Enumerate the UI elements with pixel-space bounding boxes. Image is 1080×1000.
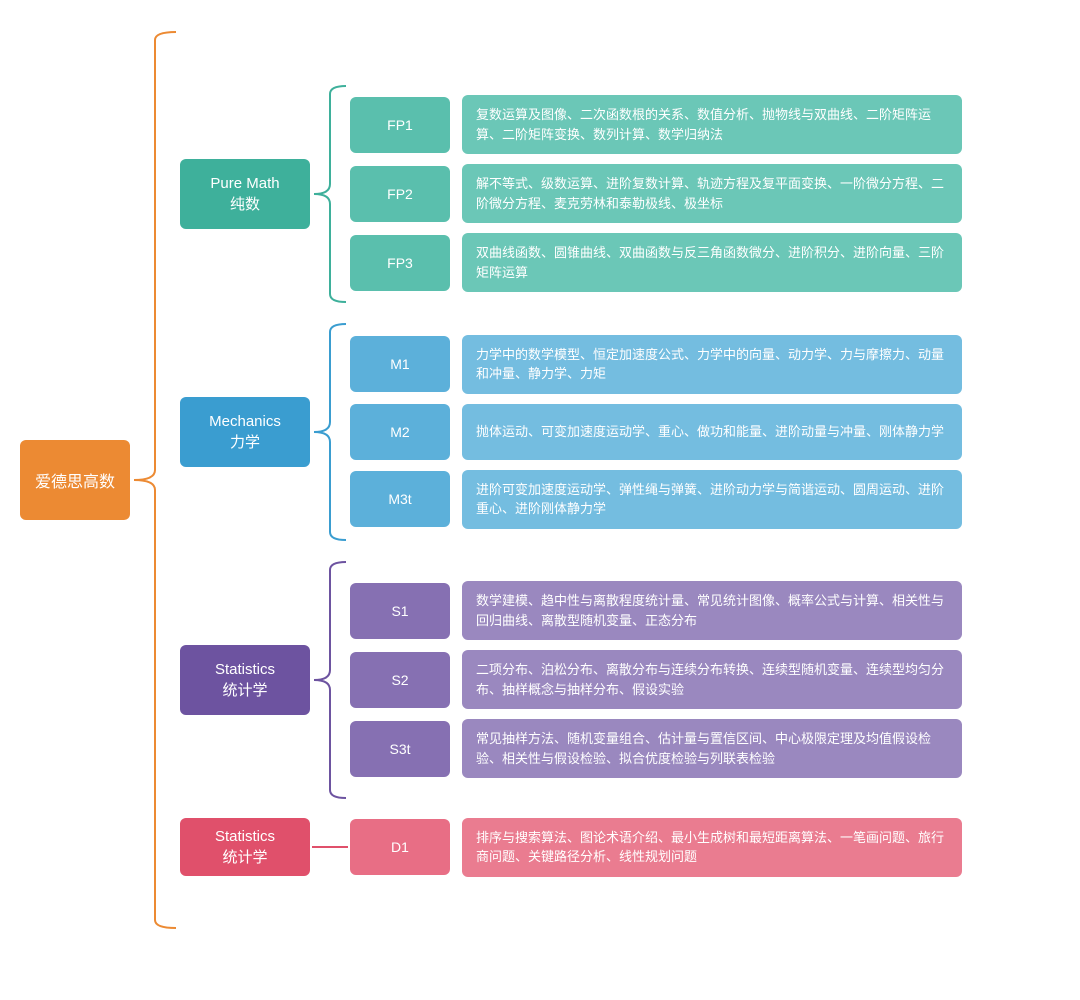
unit-code-box: FP3 (350, 235, 450, 291)
units-column: S1数学建模、趋中性与离散程度统计量、常见统计图像、概率公式与计算、相关性与回归… (350, 581, 962, 778)
category-title-cn: 统计学 (222, 680, 267, 701)
unit-row: S3t常见抽样方法、随机变量组合、估计量与置信区间、中心极限定理及均值假设检验、… (350, 719, 962, 778)
unit-desc-box: 双曲线函数、圆锥曲线、双曲函数与反三角函数微分、进阶积分、进阶向量、三阶矩阵运算 (462, 233, 962, 292)
category-title-en: Pure Math (210, 173, 279, 194)
unit-code-box: M3t (350, 471, 450, 527)
unit-row: FP3双曲线函数、圆锥曲线、双曲函数与反三角函数微分、进阶积分、进阶向量、三阶矩… (350, 233, 962, 292)
unit-row: M1力学中的数学模型、恒定加速度公式、力学中的向量、动力学、力与摩擦力、动量和冲… (350, 335, 962, 394)
units-column: M1力学中的数学模型、恒定加速度公式、力学中的向量、动力学、力与摩擦力、动量和冲… (350, 335, 962, 529)
category-box: Mechanics力学 (180, 397, 310, 467)
categories-column: Pure Math纯数 FP1复数运算及图像、二次函数根的关系、数值分析、抛物线… (180, 84, 962, 877)
unit-code-box: M2 (350, 404, 450, 460)
units-wrap: M1力学中的数学模型、恒定加速度公式、力学中的向量、动力学、力与摩擦力、动量和冲… (310, 322, 962, 542)
units-wrap: FP1复数运算及图像、二次函数根的关系、数值分析、抛物线与双曲线、二阶矩阵运算、… (310, 84, 962, 304)
category-row: Mechanics力学 M1力学中的数学模型、恒定加速度公式、力学中的向量、动力… (180, 322, 962, 542)
unit-row: M2抛体运动、可变加速度运动学、重心、做功和能量、进阶动量与冲量、刚体静力学 (350, 404, 962, 460)
category-box: Pure Math纯数 (180, 159, 310, 229)
root-bracket (130, 30, 180, 930)
category-row: Statistics统计学 D1排序与搜索算法、图论术语介绍、最小生成树和最短距离… (180, 818, 962, 877)
units-column: FP1复数运算及图像、二次函数根的关系、数值分析、抛物线与双曲线、二阶矩阵运算、… (350, 95, 962, 292)
unit-desc-box: 排序与搜索算法、图论术语介绍、最小生成树和最短距离算法、一笔画问题、旅行商问题、… (462, 818, 962, 877)
category-row: Statistics统计学 S1数学建模、趋中性与离散程度统计量、常见统计图像、… (180, 560, 962, 800)
unit-row: S1数学建模、趋中性与离散程度统计量、常见统计图像、概率公式与计算、相关性与回归… (350, 581, 962, 640)
category-bracket (310, 84, 350, 304)
category-bracket (310, 560, 350, 800)
unit-desc-box: 常见抽样方法、随机变量组合、估计量与置信区间、中心极限定理及均值假设检验、相关性… (462, 719, 962, 778)
category-title-cn: 统计学 (222, 847, 267, 868)
unit-desc-box: 复数运算及图像、二次函数根的关系、数值分析、抛物线与双曲线、二阶矩阵运算、二阶矩… (462, 95, 962, 154)
unit-row: D1排序与搜索算法、图论术语介绍、最小生成树和最短距离算法、一笔画问题、旅行商问… (350, 818, 962, 877)
unit-row: FP1复数运算及图像、二次函数根的关系、数值分析、抛物线与双曲线、二阶矩阵运算、… (350, 95, 962, 154)
category-bracket (310, 322, 350, 542)
category-bracket (310, 819, 350, 875)
units-wrap: D1排序与搜索算法、图论术语介绍、最小生成树和最短距离算法、一笔画问题、旅行商问… (310, 818, 962, 877)
unit-desc-box: 解不等式、级数运算、进阶复数计算、轨迹方程及复平面变换、一阶微分方程、二阶微分方… (462, 164, 962, 223)
unit-desc-box: 数学建模、趋中性与离散程度统计量、常见统计图像、概率公式与计算、相关性与回归曲线… (462, 581, 962, 640)
unit-row: S2二项分布、泊松分布、离散分布与连续分布转换、连续型随机变量、连续型均匀分布、… (350, 650, 962, 709)
unit-code-box: FP2 (350, 166, 450, 222)
category-box: Statistics统计学 (180, 645, 310, 715)
unit-row: M3t进阶可变加速度运动学、弹性绳与弹簧、进阶动力学与简谐运动、圆周运动、进阶重… (350, 470, 962, 529)
category-title-cn: 力学 (230, 432, 260, 453)
units-column: D1排序与搜索算法、图论术语介绍、最小生成树和最短距离算法、一笔画问题、旅行商问… (350, 818, 962, 877)
unit-desc-box: 力学中的数学模型、恒定加速度公式、力学中的向量、动力学、力与摩擦力、动量和冲量、… (462, 335, 962, 394)
unit-code-box: D1 (350, 819, 450, 875)
category-title-en: Mechanics (209, 411, 281, 432)
category-box: Statistics统计学 (180, 818, 310, 876)
unit-desc-box: 进阶可变加速度运动学、弹性绳与弹簧、进阶动力学与简谐运动、圆周运动、进阶重心、进… (462, 470, 962, 529)
unit-code-box: S3t (350, 721, 450, 777)
category-title-en: Statistics (215, 659, 275, 680)
category-title-en: Statistics (215, 826, 275, 847)
unit-row: FP2解不等式、级数运算、进阶复数计算、轨迹方程及复平面变换、一阶微分方程、二阶… (350, 164, 962, 223)
root-node: 爱德思高数 (20, 440, 130, 520)
units-wrap: S1数学建模、趋中性与离散程度统计量、常见统计图像、概率公式与计算、相关性与回归… (310, 560, 962, 800)
unit-code-box: FP1 (350, 97, 450, 153)
unit-desc-box: 二项分布、泊松分布、离散分布与连续分布转换、连续型随机变量、连续型均匀分布、抽样… (462, 650, 962, 709)
unit-code-box: S2 (350, 652, 450, 708)
category-row: Pure Math纯数 FP1复数运算及图像、二次函数根的关系、数值分析、抛物线… (180, 84, 962, 304)
unit-desc-box: 抛体运动、可变加速度运动学、重心、做功和能量、进阶动量与冲量、刚体静力学 (462, 404, 962, 460)
unit-code-box: S1 (350, 583, 450, 639)
category-title-cn: 纯数 (230, 194, 260, 215)
unit-code-box: M1 (350, 336, 450, 392)
